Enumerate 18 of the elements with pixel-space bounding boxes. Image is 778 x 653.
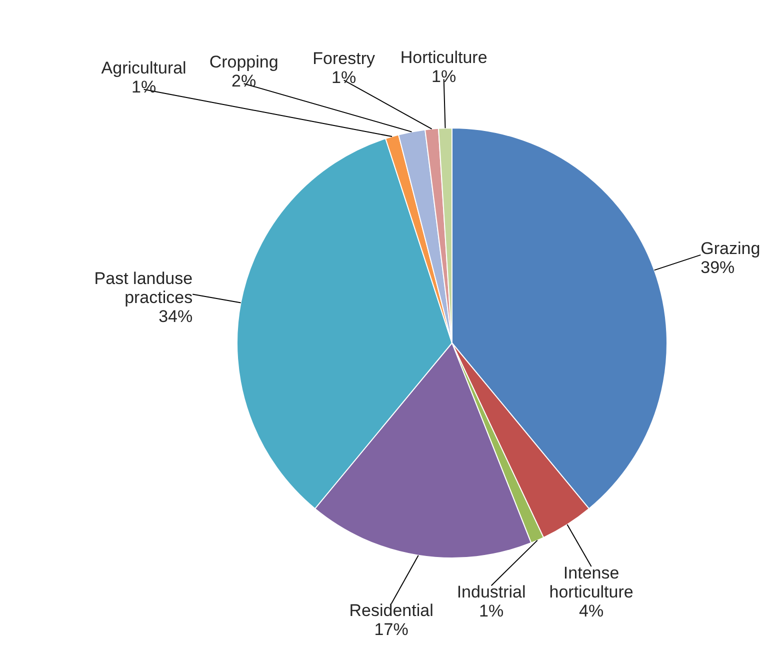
data-label: 2%	[232, 72, 256, 91]
data-label: 1%	[332, 68, 356, 88]
data-label: 39%	[700, 258, 735, 277]
slice-label: Horticulture	[400, 48, 488, 68]
slice-label: Past landuse practices	[94, 268, 193, 307]
data-label: 4%	[579, 602, 604, 621]
data-label: 1%	[132, 77, 156, 96]
slice-label: Grazing	[700, 238, 760, 258]
data-label: 1%	[432, 67, 456, 86]
data-label: 34%	[158, 306, 193, 326]
slice-label: Industrial	[456, 582, 526, 602]
slice-label: Cropping	[209, 52, 278, 72]
data-label: 17%	[374, 620, 408, 639]
data-label: 1%	[479, 602, 504, 621]
slice-label: Agricultural	[101, 58, 186, 78]
slice-label: Intense horticulture	[549, 564, 634, 602]
slice-label: Forestry	[312, 49, 376, 68]
slice-label: Residential	[349, 600, 434, 620]
